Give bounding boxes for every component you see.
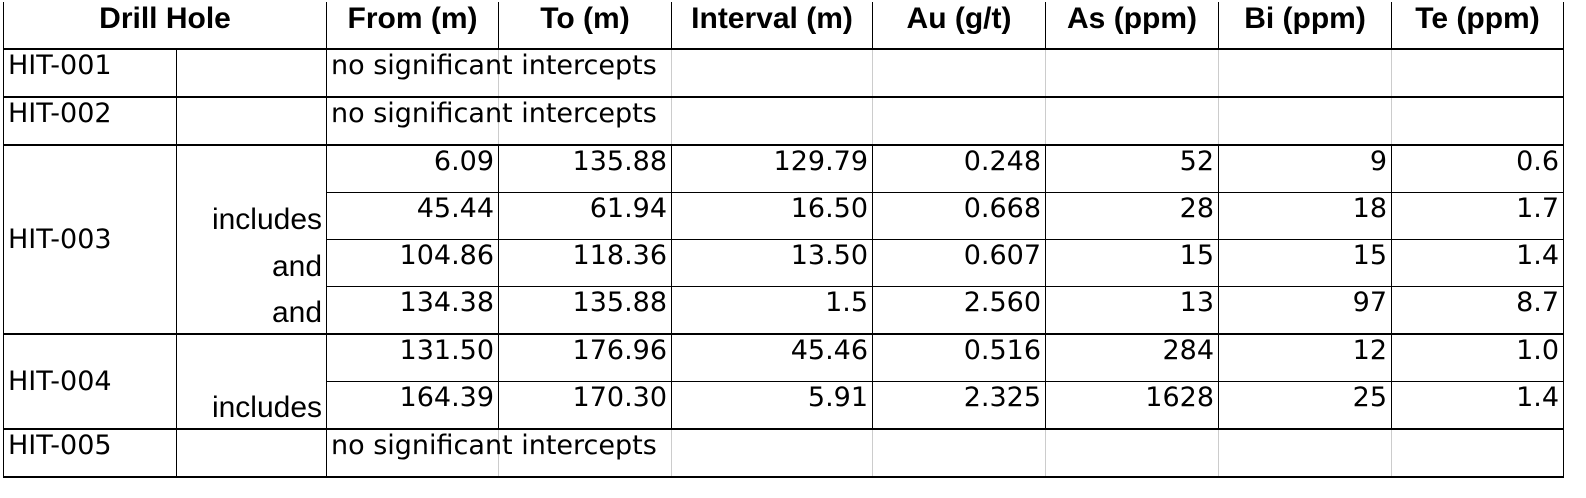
empty-cell bbox=[1218, 96, 1393, 146]
qualifier-cell: includes bbox=[175, 381, 328, 430]
value-cell: 5.91 bbox=[671, 381, 874, 430]
hole-name: HIT-001 bbox=[3, 48, 177, 98]
header-row: Drill Hole From (m) To (m) Interval (m) Au (… bbox=[2, 2, 1565, 50]
value-cell: 104.86 bbox=[326, 239, 500, 287]
value-cell: 170.30 bbox=[498, 381, 673, 430]
qualifier-cell: includes bbox=[175, 192, 328, 240]
hole-row: HIT-002 no significant intercepts bbox=[3, 96, 1565, 146]
value-cell: 2.325 bbox=[872, 381, 1047, 430]
empty-cell bbox=[1391, 96, 1565, 146]
empty-cell bbox=[872, 96, 1047, 146]
qualifier-cell bbox=[175, 428, 328, 478]
value-cell: 18 bbox=[1218, 192, 1393, 240]
header-cell: As (ppm) bbox=[1045, 2, 1220, 50]
value-cell: 176.96 bbox=[498, 333, 673, 382]
value-cell: 118.36 bbox=[498, 239, 673, 287]
value-cell: 45.46 bbox=[671, 333, 874, 382]
empty-cell bbox=[1218, 48, 1393, 98]
interval-row: and 134.38 135.88 1.5 2.560 13 97 8.7 bbox=[4, 286, 1565, 335]
note-cell: no significant intercepts bbox=[326, 96, 657, 146]
value-cell: 1.7 bbox=[1391, 192, 1565, 240]
header-cell: Au (g/t) bbox=[872, 2, 1047, 50]
empty-cell bbox=[671, 48, 874, 98]
value-cell: 0.248 bbox=[872, 144, 1047, 193]
value-cell: 97 bbox=[1218, 286, 1393, 335]
value-cell: 131.50 bbox=[326, 333, 500, 382]
header-cell: From (m) bbox=[326, 2, 500, 50]
value-cell: 284 bbox=[1045, 333, 1220, 382]
value-cell: 134.38 bbox=[326, 286, 500, 335]
value-cell: 0.516 bbox=[872, 333, 1047, 382]
note-cell: no significant intercepts bbox=[326, 48, 657, 98]
header-cell: Te (ppm) bbox=[1391, 2, 1565, 50]
empty-cell bbox=[1391, 48, 1565, 98]
value-cell: 8.7 bbox=[1391, 286, 1565, 335]
value-cell: 1.0 bbox=[1391, 333, 1565, 382]
value-cell: 135.88 bbox=[498, 286, 673, 335]
qualifier-cell bbox=[175, 144, 328, 193]
empty-cell bbox=[872, 48, 1047, 98]
qualifier-cell: and bbox=[175, 239, 328, 287]
header-cell: Drill Hole bbox=[2, 2, 328, 50]
table-wrap: Drill Hole From (m) To (m) Interval (m) Au (… bbox=[2, 2, 1565, 478]
value-cell: 129.79 bbox=[671, 144, 874, 193]
value-cell: 135.88 bbox=[498, 144, 673, 193]
qualifier-cell bbox=[175, 48, 328, 98]
hole-name: HIT-003 bbox=[3, 144, 177, 335]
empty-cell bbox=[1045, 96, 1220, 146]
value-cell: 1.4 bbox=[1391, 381, 1565, 430]
hole-row: HIT-001 no significant intercepts bbox=[3, 48, 1565, 98]
qualifier-cell bbox=[175, 333, 328, 382]
interval-row: HIT-004 131.50 176.96 45.46 0.516 284 12 1.0 bbox=[3, 333, 1565, 430]
empty-cell bbox=[498, 428, 673, 478]
value-cell: 9 bbox=[1218, 144, 1393, 193]
interval-row: includes 164.39 170.30 5.91 2.325 1628 25 1.4 bbox=[4, 381, 1565, 430]
value-cell: 2.560 bbox=[872, 286, 1047, 335]
empty-cell bbox=[1391, 428, 1565, 478]
note-cell: no significant intercepts bbox=[326, 428, 657, 478]
empty-cell bbox=[872, 428, 1047, 478]
value-cell: 164.39 bbox=[326, 381, 500, 430]
qualifier-cell bbox=[175, 96, 328, 146]
qualifier-cell: and bbox=[175, 286, 328, 335]
header-cell: Interval (m) bbox=[671, 2, 874, 50]
interval-row: HIT-003 6.09 135.88 129.79 0.248 52 9 0.6 bbox=[3, 144, 1565, 335]
empty-cell bbox=[671, 428, 874, 478]
value-cell: 13.50 bbox=[671, 239, 874, 287]
interval-row: includes 45.44 61.94 16.50 0.668 28 18 1.7 bbox=[4, 192, 1565, 240]
assay-table: Drill Hole From (m) To (m) Interval (m) Au (… bbox=[2, 2, 1565, 478]
header-cell: To (m) bbox=[498, 2, 673, 50]
value-cell: 16.50 bbox=[671, 192, 874, 240]
value-cell: 25 bbox=[1218, 381, 1393, 430]
header-cell: Bi (ppm) bbox=[1218, 2, 1393, 50]
value-cell: 1.5 bbox=[671, 286, 874, 335]
value-cell: 12 bbox=[1218, 333, 1393, 382]
hole-name: HIT-004 bbox=[3, 333, 177, 430]
hole-name: HIT-005 bbox=[3, 428, 177, 478]
value-cell: 0.607 bbox=[872, 239, 1047, 287]
value-cell: 0.6 bbox=[1391, 144, 1565, 193]
value-cell: 52 bbox=[1045, 144, 1220, 193]
empty-cell bbox=[1218, 428, 1393, 478]
value-cell: 1.4 bbox=[1391, 239, 1565, 287]
empty-cell bbox=[1045, 428, 1220, 478]
empty-cell bbox=[1045, 48, 1220, 98]
value-cell: 15 bbox=[1218, 239, 1393, 287]
value-cell: 15 bbox=[1045, 239, 1220, 287]
empty-cell bbox=[671, 96, 874, 146]
value-cell: 6.09 bbox=[326, 144, 500, 193]
value-cell: 0.668 bbox=[872, 192, 1047, 240]
value-cell: 13 bbox=[1045, 286, 1220, 335]
interval-row: and 104.86 118.36 13.50 0.607 15 15 1.4 bbox=[4, 239, 1565, 287]
hole-name: HIT-002 bbox=[3, 96, 177, 146]
value-cell: 45.44 bbox=[326, 192, 500, 240]
hole-row: HIT-005 no significant intercepts bbox=[3, 428, 1565, 478]
value-cell: 61.94 bbox=[498, 192, 673, 240]
value-cell: 1628 bbox=[1045, 381, 1220, 430]
value-cell: 28 bbox=[1045, 192, 1220, 240]
